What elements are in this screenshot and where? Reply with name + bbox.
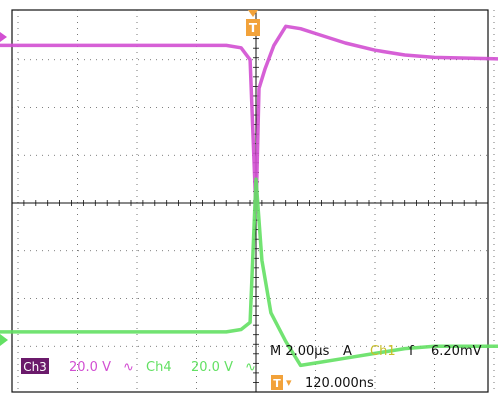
- trigger-position: 120.000ns: [305, 376, 374, 391]
- ch4-scale: 20.0 V: [191, 360, 233, 375]
- ch4-coupling-icon: ∿: [245, 360, 256, 375]
- trigger-marker-top-text: T: [249, 21, 258, 35]
- ch3-ground-marker: [0, 32, 7, 42]
- ch3-scale: 20.0 V: [69, 360, 111, 375]
- ch4-ground-marker: [0, 334, 8, 346]
- timebase: M 2.00µs: [270, 344, 330, 359]
- trigger-marker-bottom-text: T: [273, 377, 281, 390]
- channel-markers: [0, 32, 8, 346]
- series-line-ch4: [0, 177, 498, 368]
- trigger-marker-top: T: [246, 10, 260, 36]
- grid: [11, 9, 495, 393]
- ch3-badge: Ch3: [23, 360, 47, 374]
- trigger-level: 6.20mV: [431, 344, 482, 359]
- trigger-source: Ch1: [370, 344, 396, 359]
- ch4-label: Ch4: [146, 360, 172, 375]
- trigger-slope-icon: ſ: [409, 344, 414, 359]
- ch3-badge-bg: [21, 358, 49, 374]
- trigger-position-marker: T ▾: [271, 375, 292, 390]
- traces: [0, 24, 498, 368]
- status-bar: Ch3 20.0 V ∿ Ch4 20.0 V ∿ M 2.00µs A Ch1…: [21, 344, 482, 391]
- ch3-coupling-icon: ∿: [123, 360, 134, 375]
- trigger-arrow-icon: ▾: [286, 376, 292, 389]
- trigger-mode: A: [343, 344, 352, 359]
- series-line-ch3: [0, 24, 498, 215]
